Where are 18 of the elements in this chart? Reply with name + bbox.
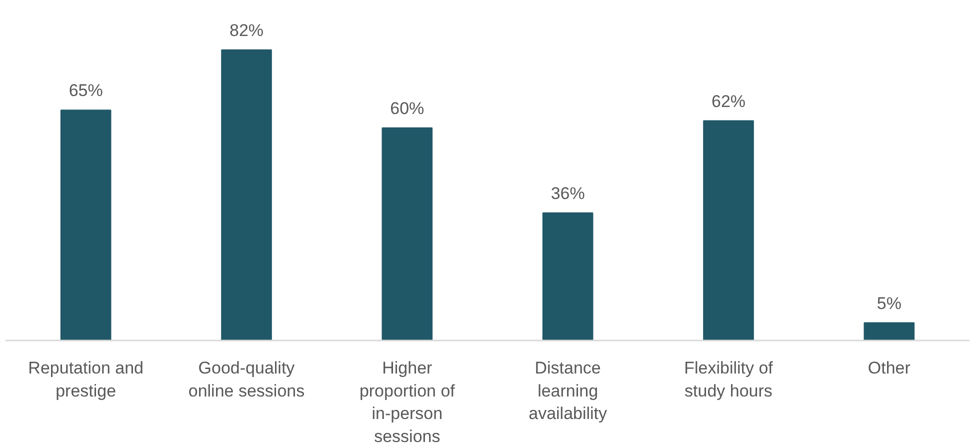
bar bbox=[864, 322, 915, 340]
x-tick-label: Higher proportion of in-person sessions bbox=[359, 358, 456, 446]
data-label: 36% bbox=[550, 184, 585, 203]
bar bbox=[382, 127, 433, 340]
bar bbox=[542, 212, 594, 340]
bar bbox=[703, 120, 754, 340]
x-tick-label: Other bbox=[868, 358, 911, 378]
x-tick-label: Flexibility of study hours bbox=[684, 358, 774, 400]
data-label: 65% bbox=[68, 81, 103, 100]
data-label: 82% bbox=[229, 20, 264, 40]
data-label: 60% bbox=[390, 98, 424, 118]
x-tick-label: Distance learning availability bbox=[528, 358, 608, 424]
bar bbox=[221, 49, 272, 340]
x-tick-label: Good-quality online sessions bbox=[188, 358, 305, 400]
bar bbox=[60, 110, 112, 340]
x-tick-label: Reputation and prestige bbox=[28, 358, 144, 400]
data-label: 62% bbox=[711, 92, 746, 111]
data-label: 5% bbox=[876, 294, 902, 313]
